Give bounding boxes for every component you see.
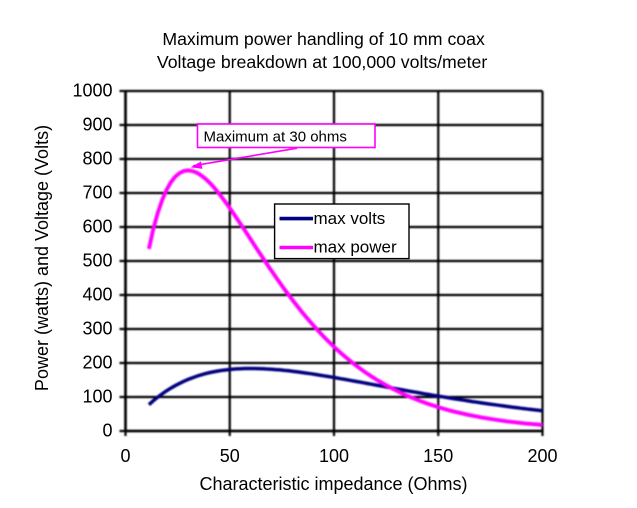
svg-text:Characteristic impedance (Ohms: Characteristic impedance (Ohms): [199, 474, 467, 494]
svg-text:50: 50: [220, 446, 240, 466]
svg-text:300: 300: [82, 319, 112, 339]
svg-text:150: 150: [423, 446, 453, 466]
svg-text:800: 800: [82, 149, 112, 169]
svg-text:100: 100: [319, 446, 349, 466]
svg-text:Voltage breakdown at 100,000 v: Voltage breakdown at 100,000 volts/meter: [157, 52, 487, 72]
svg-text:1000: 1000: [72, 81, 112, 101]
svg-text:Maximum at 30 ohms: Maximum at 30 ohms: [204, 129, 347, 146]
svg-text:0: 0: [102, 421, 112, 441]
svg-text:max volts: max volts: [314, 209, 386, 228]
svg-text:max power: max power: [314, 238, 397, 257]
svg-text:400: 400: [82, 285, 112, 305]
svg-text:500: 500: [82, 251, 112, 271]
svg-text:200: 200: [82, 353, 112, 373]
svg-text:0: 0: [120, 446, 130, 466]
svg-text:100: 100: [82, 387, 112, 407]
svg-text:Power (watts) and Voltage (Vol: Power (watts) and Voltage (Volts): [32, 125, 52, 391]
svg-text:600: 600: [82, 217, 112, 237]
svg-text:700: 700: [82, 183, 112, 203]
svg-text:Maximum power handling of 10 m: Maximum power handling of 10 mm coax: [162, 29, 485, 49]
svg-text:200: 200: [527, 446, 557, 466]
svg-text:900: 900: [82, 115, 112, 135]
